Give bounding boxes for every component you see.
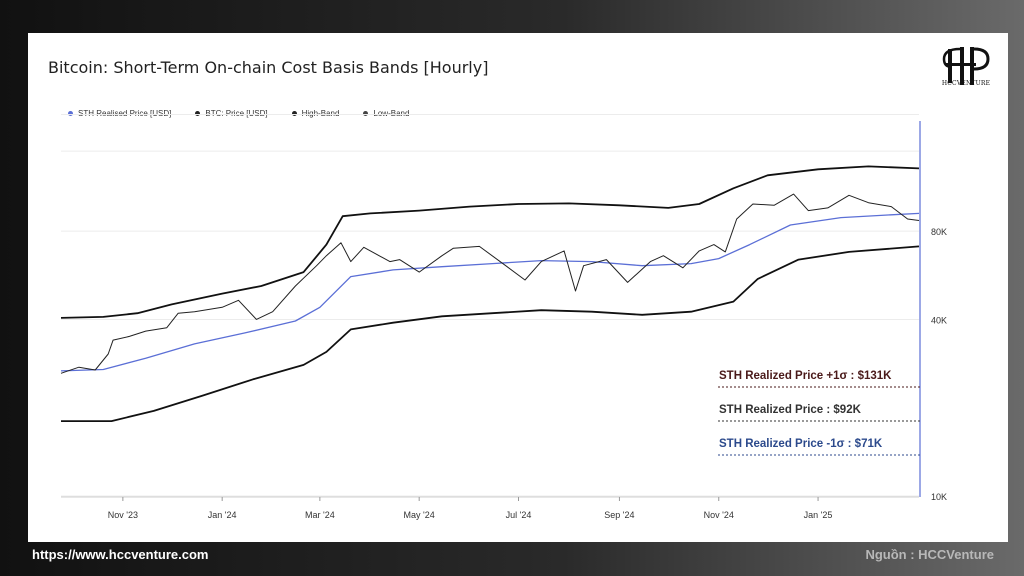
x-tick-label: Jan '25 [804,510,833,520]
series-line-1 [60,212,920,372]
legend-label-high: High-Band [301,109,340,118]
chart-title: Bitcoin: Short-Term On-chain Cost Basis … [48,58,489,77]
legend-item-sth: STH Realised Price [USD] [68,109,171,118]
footer-source: Nguồn : HCCVenture [865,547,994,562]
x-tick-label: Sep '24 [604,510,634,520]
x-tick-label: Mar '24 [305,510,335,520]
y-tick-label: 40K [931,315,947,325]
footer-url[interactable]: https://www.hccventure.com [32,547,209,562]
legend-label-btc: BTC: Price [USD] [205,109,268,118]
series-line-2 [61,245,920,422]
legend-item-low: Low-Band [363,109,409,118]
legend-label-low: Low-Band [373,109,410,118]
annotation-label-1: STH Realized Price : $92K [719,404,862,416]
x-tick-label: Jul '24 [506,510,532,520]
x-tick-label: Jan '24 [208,510,237,520]
series-line-3 [60,193,920,374]
series-line-0 [60,165,920,319]
legend-dot-high [291,111,297,116]
chart-legend: STH Realised Price [USD] BTC: Price [USD… [68,109,433,118]
y-tick-label: 10K [931,492,947,502]
legend-label-sth: STH Realised Price [USD] [78,109,172,118]
x-tick-label: May '24 [404,510,435,520]
legend-item-high: High-Band [291,109,340,118]
annotation-label-2: STH Realized Price -1σ : $71K [719,438,883,450]
x-tick-label: Nov '24 [704,510,734,520]
legend-dot-sth [68,111,73,116]
legend-dot-low [363,111,369,116]
hcc-logo-icon [942,47,990,85]
y-tick-label: 80K [931,227,947,237]
logo-text: HCCVENTURE [941,80,991,87]
annotation-label-0: STH Realized Price +1σ : $131K [719,370,892,382]
chart-card: Bitcoin: Short-Term On-chain Cost Basis … [28,33,1008,542]
x-tick-label: Nov '23 [108,510,138,520]
legend-dot-btc [195,111,201,116]
chart-plot: 80K 40K 10K Nov '23 Jan '24 Mar '24 May '24 Jul… [60,113,947,520]
legend-item-btc: BTC: Price [USD] [195,109,268,118]
